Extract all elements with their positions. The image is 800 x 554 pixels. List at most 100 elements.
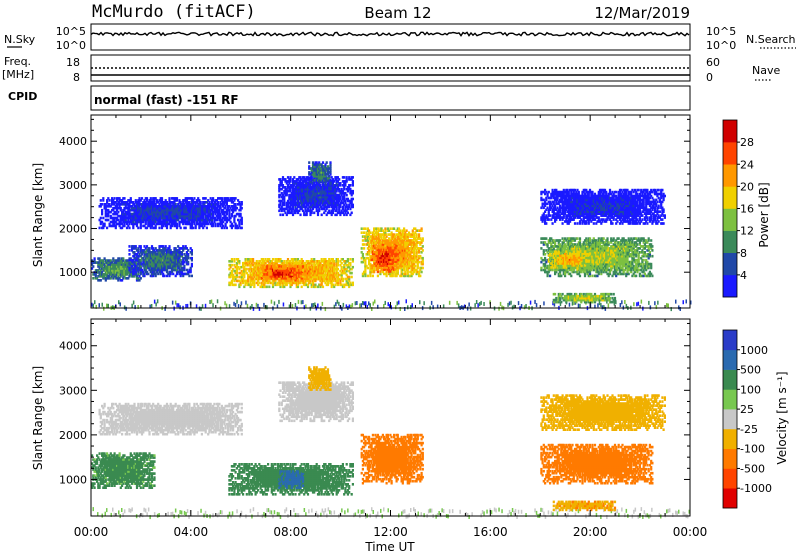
echo-cell	[305, 277, 308, 281]
echo-cell	[98, 265, 101, 268]
echo-cell	[170, 268, 174, 272]
echo-cell	[388, 250, 391, 254]
echo-cell	[366, 229, 369, 232]
echo-cell	[139, 271, 142, 274]
echo-cell	[398, 251, 401, 254]
echo-cell	[237, 258, 240, 261]
ground-scatter-cell	[294, 303, 297, 307]
echo-cell	[395, 270, 398, 273]
echo-cell	[404, 254, 407, 258]
echo-cell	[249, 267, 252, 271]
echo-cell	[275, 269, 278, 272]
echo-cell	[326, 279, 330, 283]
echo-cell	[416, 266, 419, 270]
echo-cell	[243, 261, 246, 265]
echo-cell	[304, 273, 307, 277]
echo-cell	[178, 256, 181, 260]
echo-cell	[315, 261, 318, 265]
echo-cell	[268, 271, 271, 274]
echo-cell	[315, 269, 318, 273]
echo-cell	[394, 264, 397, 268]
ground-scatter-cell	[179, 305, 181, 310]
echo-cell	[386, 262, 389, 265]
echo-cell	[293, 265, 296, 268]
echo-cell	[379, 249, 382, 252]
echo-cell	[373, 229, 376, 232]
echo-cell	[323, 275, 326, 279]
echo-cell	[339, 273, 342, 277]
echo-cell	[318, 265, 321, 269]
echo-cell	[360, 251, 363, 254]
echo-cell	[306, 279, 310, 283]
ground-scatter-cell	[475, 300, 478, 304]
echo-cell	[270, 261, 273, 265]
echo-cell	[375, 235, 378, 238]
echo-cell	[104, 279, 107, 282]
echo-cell	[343, 176, 346, 179]
echo-cell	[128, 271, 131, 274]
echo-cell	[328, 269, 331, 273]
echo-cell	[281, 201, 285, 205]
echo-cell	[310, 271, 313, 275]
echo-cell	[93, 261, 96, 264]
echo-cell	[368, 262, 371, 266]
echo-cell	[98, 263, 101, 266]
echo-cell	[93, 259, 96, 262]
echo-cell	[112, 271, 115, 274]
echo-cell	[414, 237, 417, 240]
echo-cell	[242, 273, 245, 277]
echo-cell	[103, 269, 106, 272]
echo-cell	[284, 281, 287, 285]
echo-cell	[160, 266, 164, 270]
echo-cell	[125, 277, 129, 280]
echo-cell	[383, 262, 386, 265]
echo-cell	[320, 271, 323, 275]
echo-cell	[152, 249, 155, 252]
echo-cell	[340, 265, 343, 269]
echo-cell	[283, 260, 286, 263]
echo-cell	[133, 247, 136, 250]
echo-cell	[165, 258, 169, 262]
echo-cell	[133, 275, 136, 278]
echo-cell	[102, 275, 105, 278]
power-echoes	[91, 161, 692, 312]
echo-cell	[238, 275, 241, 279]
echo-cell	[388, 237, 391, 240]
echo-cell	[283, 277, 286, 280]
echo-cell	[400, 239, 403, 242]
echo-cell	[162, 251, 165, 254]
echo-cell	[155, 258, 159, 262]
echo-cell	[380, 266, 383, 269]
echo-cell	[419, 241, 422, 244]
echo-cell	[119, 263, 122, 266]
echo-cell	[409, 235, 412, 238]
echo-cell	[418, 270, 421, 274]
echo-cell	[229, 281, 232, 285]
echo-cell	[289, 261, 292, 265]
echo-cell	[381, 256, 384, 260]
echo-cell	[134, 270, 137, 274]
echo-cell	[370, 241, 373, 244]
echo-cell	[410, 274, 413, 278]
echo-cell	[123, 273, 126, 276]
echo-cell	[314, 273, 317, 277]
ground-scatter-cell	[245, 300, 247, 305]
echo-cell	[375, 266, 378, 269]
echo-cell	[174, 258, 177, 262]
echo-cell	[385, 250, 388, 254]
echo-cell	[393, 246, 396, 250]
echo-cell	[91, 263, 94, 266]
echo-cell	[147, 254, 150, 258]
echo-cell	[253, 281, 256, 285]
echo-cell	[383, 254, 386, 258]
echo-cell	[299, 267, 302, 270]
echo-cell	[375, 246, 378, 250]
echo-cell	[419, 268, 422, 272]
ground-scatter-cell	[517, 301, 520, 306]
echo-cell	[313, 267, 316, 271]
echo-cell	[144, 256, 147, 260]
echo-cell	[160, 260, 164, 264]
echo-cell	[149, 268, 152, 272]
echo-cell	[401, 241, 404, 244]
echo-cell	[238, 260, 241, 263]
